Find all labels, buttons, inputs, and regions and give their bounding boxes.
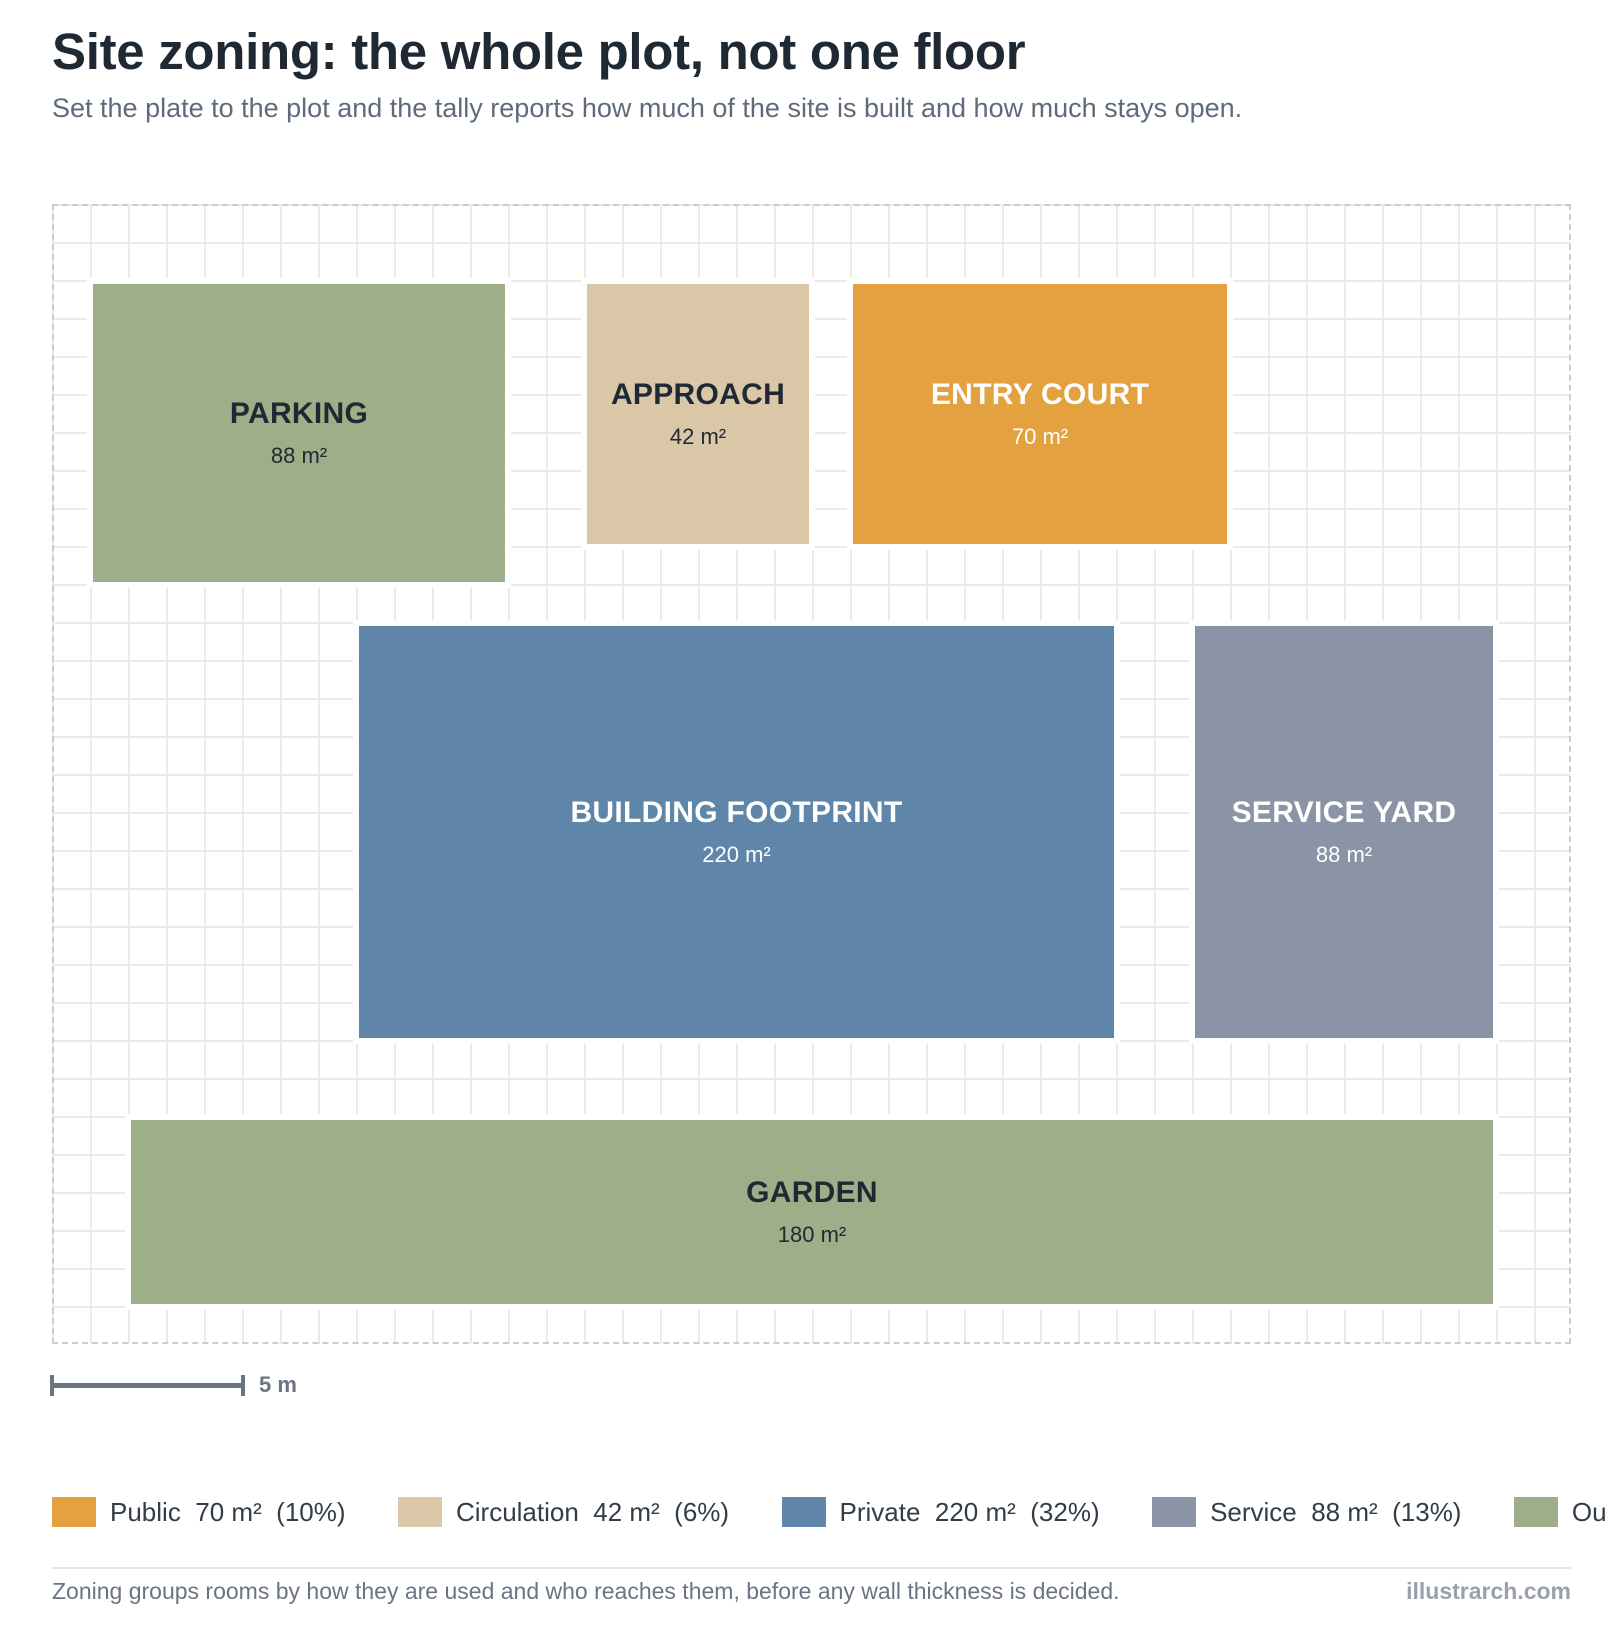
zone-name: APPROACH xyxy=(610,378,786,411)
page-subtitle: Set the plate to the plot and the tally … xyxy=(52,93,1243,123)
zone-area: 70 m² xyxy=(1011,424,1069,449)
legend-item-service: Service 88 m² (13%) xyxy=(1152,1492,1461,1532)
legend: Public 70 m² (10%) Circulation 42 m² (6%… xyxy=(52,1492,1624,1532)
zone-area: 88 m² xyxy=(1315,842,1373,867)
legend-swatch xyxy=(1513,1497,1558,1527)
zone-building-footprint[interactable]: BUILDING FOOTPRINT 220 m² xyxy=(353,620,1120,1044)
zone-name: ENTRY COURT xyxy=(930,378,1150,411)
legend-swatch xyxy=(52,1497,96,1527)
legend-item-private: Private 220 m² (32%) xyxy=(781,1492,1100,1532)
zone-name: SERVICE YARD xyxy=(1231,796,1457,829)
footer-divider xyxy=(52,1567,1571,1569)
footer-caption: Zoning groups rooms by how they are used… xyxy=(52,1578,1120,1604)
zone-garden[interactable]: GARDEN 180 m² xyxy=(125,1114,1499,1310)
zone-service-yard[interactable]: SERVICE YARD 88 m² xyxy=(1189,620,1499,1044)
zone-name: GARDEN xyxy=(746,1176,878,1209)
legend-label: Ou xyxy=(1571,1496,1607,1527)
legend-swatch xyxy=(1152,1497,1197,1527)
scale-bar xyxy=(50,1375,245,1396)
zone-entry-court[interactable]: ENTRY COURT 70 m² xyxy=(847,278,1233,550)
legend-item-circulation: Circulation 42 m² (6%) xyxy=(397,1492,730,1532)
zone-name: BUILDING FOOTPRINT xyxy=(570,796,903,829)
legend-label: Private 220 m² (32%) xyxy=(839,1496,1100,1527)
zone-name: PARKING xyxy=(229,397,369,430)
legend-swatch xyxy=(397,1497,442,1527)
zone-approach[interactable]: APPROACH 42 m² xyxy=(581,278,815,550)
legend-label: Public 70 m² (10%) xyxy=(110,1496,346,1527)
legend-label: Service 88 m² (13%) xyxy=(1210,1496,1462,1527)
site-plate: PARKING 88 m² APPROACH 42 m² ENTRY COURT… xyxy=(52,204,1571,1344)
zone-area: 220 m² xyxy=(702,842,771,867)
zone-area: 88 m² xyxy=(270,443,328,468)
legend-item-outdoor: Ou xyxy=(1513,1492,1607,1532)
zone-area: 180 m² xyxy=(777,1222,847,1247)
legend-item-public: Public 70 m² (10%) xyxy=(52,1492,346,1532)
page-title: Site zoning: the whole plot, not one flo… xyxy=(52,23,1026,80)
zone-parking[interactable]: PARKING 88 m² xyxy=(87,278,511,588)
zone-area: 42 m² xyxy=(669,424,727,449)
legend-swatch xyxy=(781,1497,826,1527)
legend-label: Circulation 42 m² (6%) xyxy=(455,1496,730,1527)
scale-label: 5 m xyxy=(259,1372,297,1397)
credit-link[interactable]: illustrarch.com xyxy=(1406,1578,1571,1604)
